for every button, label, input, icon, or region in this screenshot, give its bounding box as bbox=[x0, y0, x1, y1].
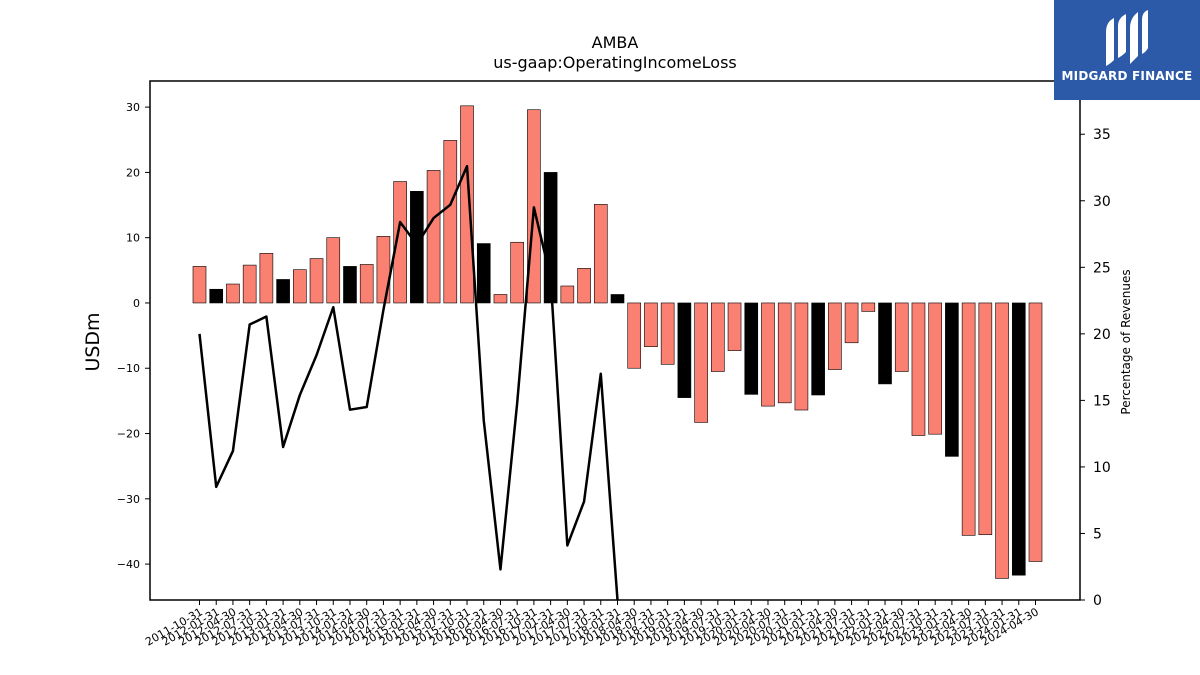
y-tick-label: −20 bbox=[117, 428, 140, 441]
chart-subtitle: us-gaap:OperatingIncomeLoss bbox=[493, 53, 737, 72]
bar bbox=[995, 302, 1009, 579]
bar bbox=[577, 268, 591, 304]
y2-tick-label: 5 bbox=[1093, 526, 1102, 542]
y2-tick-label: 20 bbox=[1093, 327, 1111, 343]
bar bbox=[293, 269, 307, 304]
bar bbox=[761, 302, 775, 407]
y2-axis: 0 5 10 15 20 25 30 35 bbox=[1080, 127, 1111, 609]
bar bbox=[945, 302, 959, 457]
bar bbox=[443, 140, 458, 304]
bar bbox=[560, 285, 575, 304]
y-tick-label: 20 bbox=[126, 166, 140, 179]
bar bbox=[711, 302, 725, 372]
bar bbox=[493, 294, 508, 304]
bar bbox=[593, 204, 608, 304]
bar bbox=[309, 258, 324, 304]
bar bbox=[894, 302, 909, 372]
bar bbox=[410, 191, 424, 304]
y-tick-label: 30 bbox=[126, 101, 140, 114]
brand-logo: MIDGARD FINANCE bbox=[1054, 0, 1200, 100]
bar bbox=[359, 264, 374, 304]
y2-axis-label: Percentage of Revenues bbox=[1119, 269, 1133, 414]
bar bbox=[1028, 302, 1043, 562]
bar bbox=[343, 266, 357, 304]
y-axis: −40 −30 −20 −10 0 10 20 30 bbox=[117, 101, 150, 571]
bar bbox=[460, 105, 474, 304]
bar bbox=[510, 241, 524, 304]
midgard-finance-logo-icon bbox=[1106, 10, 1148, 66]
bar bbox=[978, 302, 993, 536]
x-axis: 2011-10-312012-01-312012-04-302012-07-31… bbox=[143, 600, 1041, 649]
bar bbox=[911, 302, 926, 436]
bar bbox=[961, 302, 976, 536]
line-group bbox=[198, 164, 619, 601]
bar bbox=[644, 302, 658, 347]
y-tick-label: 0 bbox=[133, 297, 140, 310]
bar bbox=[259, 253, 274, 304]
bar bbox=[928, 302, 942, 435]
bar bbox=[794, 302, 809, 411]
bar bbox=[777, 302, 792, 404]
y2-tick-label: 35 bbox=[1093, 127, 1111, 143]
y2-tick-label: 0 bbox=[1093, 593, 1102, 609]
plot-frame bbox=[149, 80, 1081, 601]
bar bbox=[426, 170, 441, 304]
y2-tick-label: 30 bbox=[1093, 194, 1111, 210]
bar bbox=[209, 288, 224, 304]
bar bbox=[226, 283, 240, 304]
bar bbox=[828, 302, 842, 370]
bar bbox=[376, 236, 391, 304]
bar bbox=[242, 264, 257, 304]
bar bbox=[878, 302, 892, 385]
bar bbox=[660, 302, 675, 365]
bar bbox=[276, 279, 290, 304]
bar bbox=[1011, 302, 1026, 576]
bar bbox=[627, 302, 642, 369]
y-tick-label: −10 bbox=[117, 362, 140, 375]
bar bbox=[610, 294, 625, 304]
bar bbox=[543, 172, 558, 304]
bar bbox=[844, 302, 859, 344]
y2-tick-label: 10 bbox=[1093, 460, 1111, 476]
bar bbox=[861, 302, 876, 312]
y2-tick-label: 25 bbox=[1093, 260, 1111, 276]
y-tick-label: −30 bbox=[117, 493, 140, 506]
bar bbox=[694, 302, 708, 423]
bar bbox=[727, 302, 742, 351]
bar bbox=[326, 237, 341, 304]
bar bbox=[744, 302, 759, 395]
y-tick-label: 10 bbox=[126, 232, 140, 245]
bar-group bbox=[192, 105, 1043, 579]
chart-title: AMBA bbox=[592, 33, 639, 52]
bar bbox=[677, 302, 692, 398]
bar bbox=[476, 243, 491, 304]
y-axis-label: USDm bbox=[82, 312, 104, 371]
y2-tick-label: 15 bbox=[1093, 393, 1111, 409]
bar bbox=[192, 266, 207, 304]
bar bbox=[811, 302, 825, 396]
y-tick-label: −40 bbox=[117, 558, 140, 571]
brand-name: MIDGARD FINANCE bbox=[1061, 69, 1193, 83]
bar bbox=[393, 181, 407, 304]
percentage-line bbox=[198, 164, 619, 601]
